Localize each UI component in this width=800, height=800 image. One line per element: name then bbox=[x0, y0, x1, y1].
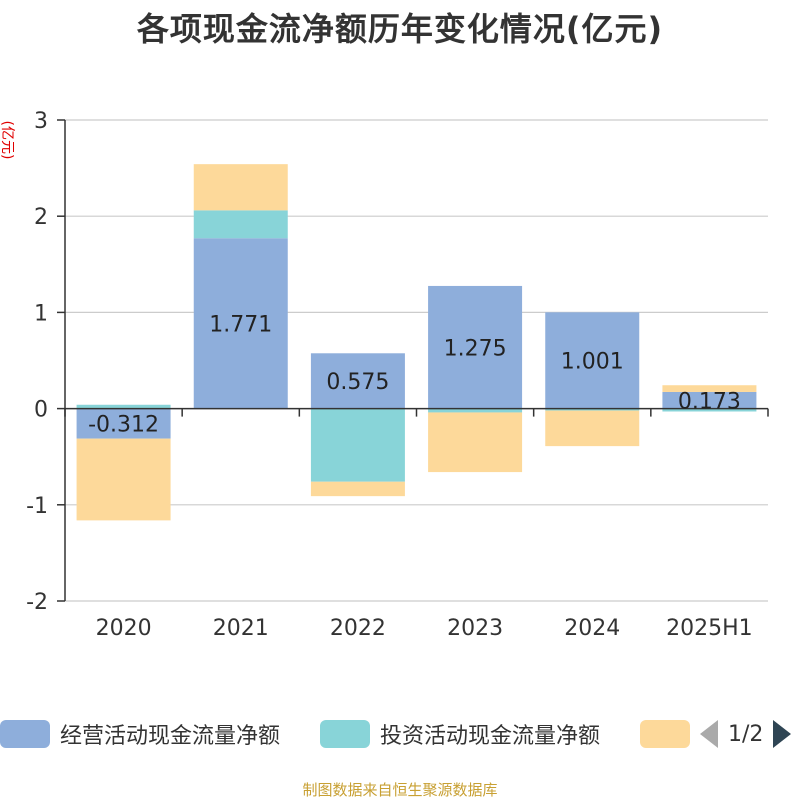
bar-series-0-2025H1 bbox=[662, 391, 757, 409]
y-tick-label: 0 bbox=[34, 398, 48, 423]
bar-series-1-2025H1 bbox=[662, 408, 757, 412]
bar-series-0-2024 bbox=[545, 312, 640, 409]
legend-prev-icon[interactable] bbox=[700, 720, 718, 748]
legend-item-investing[interactable]: 投资活动现金流量净额 bbox=[320, 712, 600, 756]
legend-swatch-financing bbox=[640, 720, 690, 748]
legend-label-investing: 投资活动现金流量净额 bbox=[380, 724, 601, 749]
y-tick-label: -2 bbox=[26, 590, 48, 615]
data-label: 0.173 bbox=[678, 389, 741, 414]
bar-series-2-2023 bbox=[428, 412, 523, 473]
legend-swatch-investing bbox=[320, 720, 370, 748]
legend-label-operating: 经营活动现金流量净额 bbox=[60, 724, 281, 749]
bar-series-0-2020 bbox=[76, 408, 171, 439]
bar-series-1-2021 bbox=[193, 210, 288, 239]
legend: 经营活动现金流量净额 投资活动现金流量净额 1/2 bbox=[0, 712, 800, 756]
bar-series-0-2023 bbox=[428, 285, 523, 409]
x-tick-label: 2020 bbox=[96, 616, 152, 641]
data-label: -0.312 bbox=[88, 413, 159, 438]
legend-pager: 1/2 bbox=[700, 712, 792, 756]
bar-series-1-2020 bbox=[76, 404, 171, 409]
bar-series-2-2021 bbox=[193, 164, 288, 211]
bar-series-2-2024 bbox=[545, 410, 640, 447]
bar-series-1-2024 bbox=[545, 408, 640, 411]
bar-series-1-2022 bbox=[310, 408, 405, 482]
data-label: 1.275 bbox=[444, 336, 507, 361]
x-tick-label: 2021 bbox=[213, 616, 269, 641]
x-tick-label: 2025H1 bbox=[666, 616, 753, 641]
x-tick-label: 2023 bbox=[447, 616, 503, 641]
x-tick-label: 2024 bbox=[564, 616, 620, 641]
legend-item-financing[interactable] bbox=[640, 712, 690, 756]
data-label: 1.001 bbox=[561, 349, 624, 374]
y-tick-label: 2 bbox=[34, 205, 48, 230]
bar-series-0-2022 bbox=[310, 353, 405, 409]
legend-next-icon[interactable] bbox=[773, 720, 792, 748]
y-tick-label: 3 bbox=[34, 109, 48, 134]
y-tick-label: -1 bbox=[26, 494, 48, 519]
chart-title: 各项现金流净额历年变化情况(亿元) bbox=[136, 10, 664, 48]
bar-series-2-2020 bbox=[76, 438, 171, 521]
data-source-note: 制图数据来自恒生聚源数据库 bbox=[302, 781, 498, 799]
legend-page-indicator: 1/2 bbox=[728, 721, 764, 747]
bar-series-2-2025H1 bbox=[662, 385, 757, 392]
y-tick-label: 1 bbox=[34, 301, 48, 326]
bar-series-0-2021 bbox=[193, 238, 288, 409]
x-tick-label: 2022 bbox=[330, 616, 386, 641]
bar-series-2-2022 bbox=[310, 481, 405, 497]
bar-series-1-2023 bbox=[428, 408, 523, 413]
legend-swatch-operating bbox=[0, 720, 50, 748]
legend-item-operating[interactable]: 经营活动现金流量净额 bbox=[0, 712, 280, 756]
data-label: 0.575 bbox=[326, 370, 389, 395]
data-label: 1.771 bbox=[209, 312, 272, 337]
